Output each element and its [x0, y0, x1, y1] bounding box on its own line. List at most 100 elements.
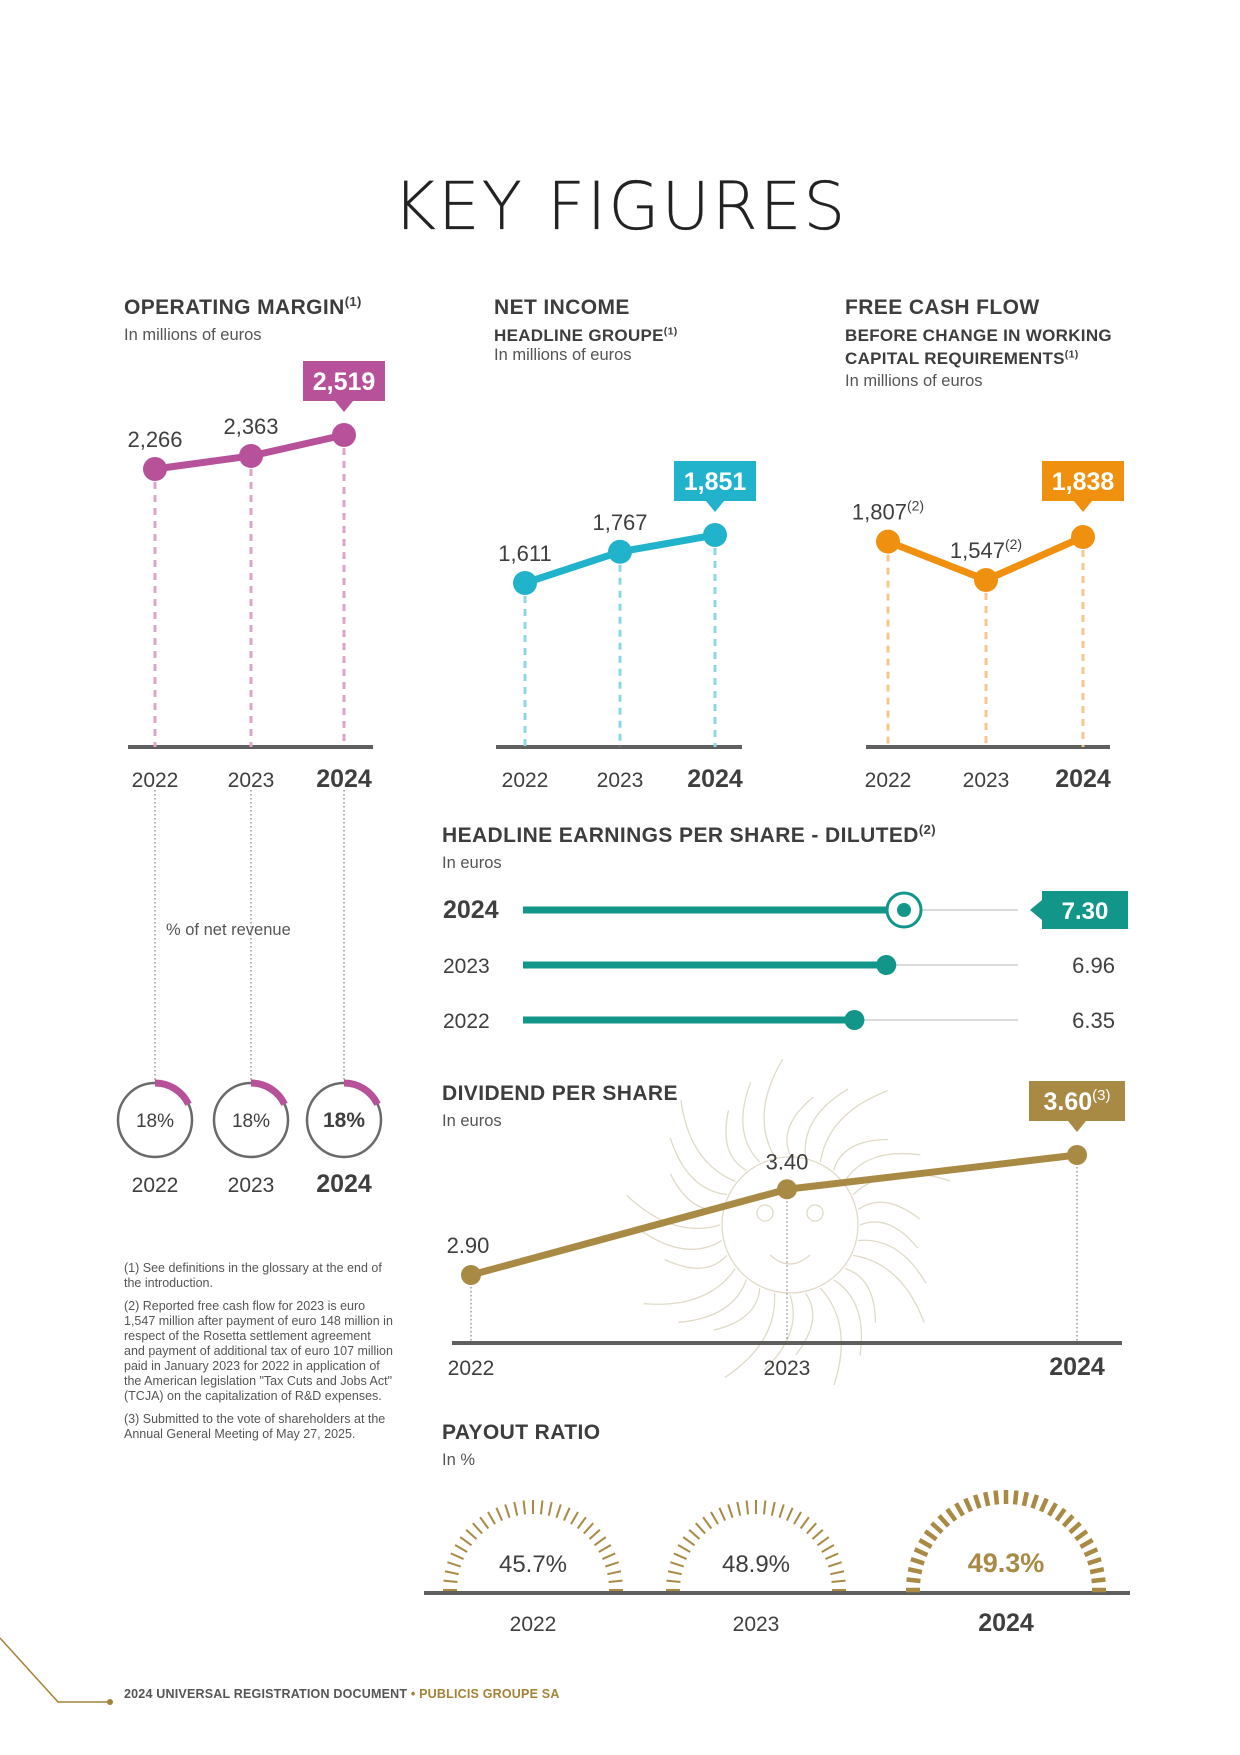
- pct-tick-2022: 2022: [132, 1174, 179, 1197]
- fcf-unit: In millions of euros: [845, 372, 983, 390]
- eps-marker-2023: [876, 955, 897, 975]
- net-income-subtitle: HEADLINE GROUPE(1): [494, 325, 678, 345]
- net_income-point-2024: [703, 523, 727, 547]
- operating_margin-tick-2024: 2024: [316, 765, 372, 793]
- page-footer: 2024 UNIVERSAL REGISTRATION DOCUMENT • P…: [124, 1687, 560, 1701]
- payout-title: PAYOUT RATIO: [442, 1421, 601, 1444]
- operating_margin-value-badge-label: 2,519: [313, 368, 376, 396]
- dividend-tick-2023: 2023: [764, 1357, 811, 1380]
- free_cash_flow-value-label-2022-value: 1,807: [852, 500, 907, 525]
- operating-margin-unit: In millions of euros: [124, 326, 262, 344]
- payout-tick-2022: 2022: [510, 1613, 557, 1636]
- eps-value-label-2022: 6.35: [1072, 1008, 1115, 1033]
- fcf-title: FREE CASH FLOW: [845, 296, 1040, 319]
- operating_margin-point-2022: [143, 457, 167, 481]
- free_cash_flow-value-label-2023-value: 1,547: [950, 538, 1005, 563]
- eps-marker-2022: [844, 1010, 865, 1030]
- pct-arc-2024: [343, 1079, 381, 1106]
- payout-tick-2023: 2023: [733, 1613, 780, 1636]
- dividend-title: DIVIDEND PER SHARE: [442, 1082, 678, 1105]
- net-income-title: NET INCOME: [494, 296, 630, 319]
- free_cash_flow-point-2023: [974, 568, 998, 592]
- dividend-point-2024: [1067, 1145, 1087, 1165]
- dividend-tick-2024: 2024: [1049, 1353, 1105, 1381]
- net_income-value-label-2023-value: 1,767: [592, 510, 647, 535]
- net_income-tick-2022: 2022: [502, 769, 549, 792]
- free_cash_flow-value-badge-value: 1,838: [1052, 468, 1115, 496]
- net_income-value-badge-pointer: [706, 501, 724, 512]
- pct-label-2024: 18%: [323, 1109, 365, 1132]
- operating_margin-value-badge-box: [303, 361, 385, 401]
- operating_margin-value-label-2023: 2,363: [223, 414, 278, 439]
- operating_margin-tick-2022: 2022: [132, 769, 179, 792]
- payout-unit: In %: [442, 1451, 476, 1469]
- payout-value-label-2024: 49.3%: [968, 1548, 1045, 1578]
- footnote-3: (3) Submitted to the vote of shareholder…: [124, 1412, 386, 1441]
- footnote-1: (1) See definitions in the glossary at t…: [124, 1261, 382, 1290]
- free_cash_flow-value-badge-label: 1,838: [1052, 468, 1115, 496]
- net_income-value-label-2023: 1,767: [592, 510, 647, 535]
- free_cash_flow-value-label-2022-sup: (2): [907, 498, 924, 514]
- eps-category-2022: 2022: [443, 1010, 490, 1033]
- operating_margin-value-label-2023-value: 2,363: [223, 414, 278, 439]
- net_income-value-badge-label: 1,851: [684, 468, 747, 496]
- net_income-tick-2023: 2023: [597, 769, 644, 792]
- eps-value-badge-label: 7.30: [1062, 898, 1109, 925]
- eps-unit: In euros: [442, 854, 502, 872]
- eps-category-2024: 2024: [443, 896, 499, 924]
- pct-tick-2023: 2023: [228, 1174, 275, 1197]
- dividend-value-badge-sup: (3): [1092, 1087, 1110, 1104]
- fcf-subtitle-1: BEFORE CHANGE IN WORKING: [845, 326, 1112, 345]
- net_income-value-badge-box: [674, 461, 756, 501]
- pct-label-2023: 18%: [232, 1111, 270, 1132]
- operating_margin-value-label-2022: 2,266: [127, 427, 182, 452]
- operating_margin-value-badge-pointer: [335, 401, 353, 412]
- operating-margin-title: OPERATING MARGIN(1): [124, 294, 362, 319]
- footer-separator: •: [410, 1687, 416, 1701]
- dividend-value-badge-label: 3.60(3): [1043, 1087, 1110, 1116]
- eps-marker-2024: [897, 903, 911, 917]
- dividend-value-label-2023: 3.40: [766, 1149, 809, 1174]
- free_cash_flow-tick-2024: 2024: [1055, 765, 1111, 793]
- pct-arc-2022: [154, 1079, 192, 1106]
- operating_margin-value-label-2022-value: 2,266: [127, 427, 182, 452]
- eps-value-badge-box: [1042, 891, 1128, 929]
- eps-value-label-2023: 6.96: [1072, 953, 1115, 978]
- footnotes: (1) See definitions in the glossary at t…: [124, 1261, 394, 1450]
- dividend-point-2022: [461, 1265, 481, 1285]
- net_income-value-label-2022-value: 1,611: [498, 541, 551, 566]
- payout-value-label-2023: 48.9%: [722, 1551, 790, 1578]
- operating_margin-point-2024: [332, 423, 356, 447]
- pct-tick-2024: 2024: [316, 1170, 372, 1198]
- free_cash_flow-point-2024: [1071, 525, 1095, 549]
- fcf-subtitle-2: CAPITAL REQUIREMENTS(1): [845, 348, 1079, 368]
- pct-label-2022: 18%: [136, 1111, 174, 1132]
- eps-value-badge-pointer: [1030, 900, 1042, 920]
- pct-arc-2023: [250, 1079, 288, 1106]
- free_cash_flow-value-label-2023-sup: (2): [1005, 536, 1022, 552]
- payout-tick-2024: 2024: [978, 1609, 1034, 1637]
- dividend-value-badge-pointer: [1068, 1121, 1086, 1132]
- free_cash_flow-value-badge-box: [1042, 461, 1124, 501]
- page-title: KEY FIGURES: [392, 168, 848, 245]
- footer-decor-dot: [107, 1699, 113, 1705]
- net_income-point-2023: [608, 539, 632, 564]
- dividend-point-2023: [777, 1179, 797, 1200]
- free_cash_flow-value-label-2023: 1,547(2): [950, 536, 1022, 563]
- free_cash_flow-point-2022: [876, 529, 900, 554]
- dividend-value-label-2022: 2.90: [447, 1233, 490, 1258]
- net_income-point-2022: [513, 571, 537, 595]
- operating_margin-value-badge-value: 2,519: [313, 368, 376, 396]
- free_cash_flow-tick-2023: 2023: [963, 769, 1010, 792]
- dividend-value-badge-box: [1029, 1081, 1125, 1121]
- net_income-tick-2024: 2024: [687, 765, 743, 793]
- dividend-value-badge-value: 3.60: [1043, 1088, 1092, 1116]
- eps-title: HEADLINE EARNINGS PER SHARE - DILUTED(2): [442, 822, 936, 847]
- net_income-value-label-2022: 1,611: [498, 541, 551, 566]
- footer-doc: 2024 UNIVERSAL REGISTRATION DOCUMENT: [124, 1687, 408, 1701]
- dividend-tick-2022: 2022: [448, 1357, 495, 1380]
- net-revenue-pct-label: % of net revenue: [166, 921, 291, 939]
- free_cash_flow-value-label-2022: 1,807(2): [852, 498, 924, 525]
- footer-decor-line: [0, 1637, 108, 1703]
